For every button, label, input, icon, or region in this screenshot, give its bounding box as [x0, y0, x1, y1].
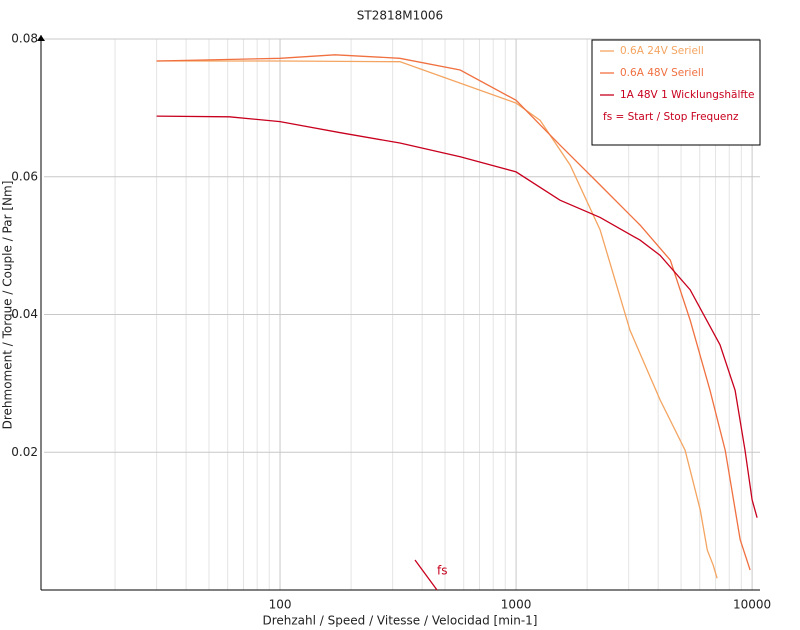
- x-tick-label: 100: [269, 598, 292, 612]
- axis-arrow: [37, 35, 45, 41]
- line-series: [156, 54, 751, 571]
- line-series: [156, 115, 758, 518]
- annotation-label: fs: [437, 564, 447, 578]
- x-tick-label: 10000: [733, 598, 771, 612]
- y-axis-label: Drehmoment / Torque / Couple / Par [Nm]: [1, 181, 15, 430]
- x-tick-label: 1000: [501, 598, 532, 612]
- annotation-line: [414, 559, 438, 591]
- y-tick-label: 0.04: [11, 307, 38, 321]
- legend-note: fs = Start / Stop Frequenz: [603, 111, 739, 123]
- y-tick-label: 0.02: [11, 445, 38, 459]
- chart-title: ST2818M1006: [357, 9, 443, 23]
- line-series: [156, 60, 718, 579]
- legend-box: [591, 39, 761, 146]
- x-axis-label: Drehzahl / Speed / Vitesse / Velocidad […: [262, 614, 537, 628]
- y-tick-label: 0.08: [11, 32, 38, 46]
- legend-label: 0.6A 48V Seriell: [620, 67, 704, 79]
- legend-label: 1A 48V 1 Wicklungshälfte: [620, 89, 754, 101]
- y-tick-label: 0.06: [11, 169, 38, 183]
- legend-label: 0.6A 24V Seriell: [620, 45, 704, 57]
